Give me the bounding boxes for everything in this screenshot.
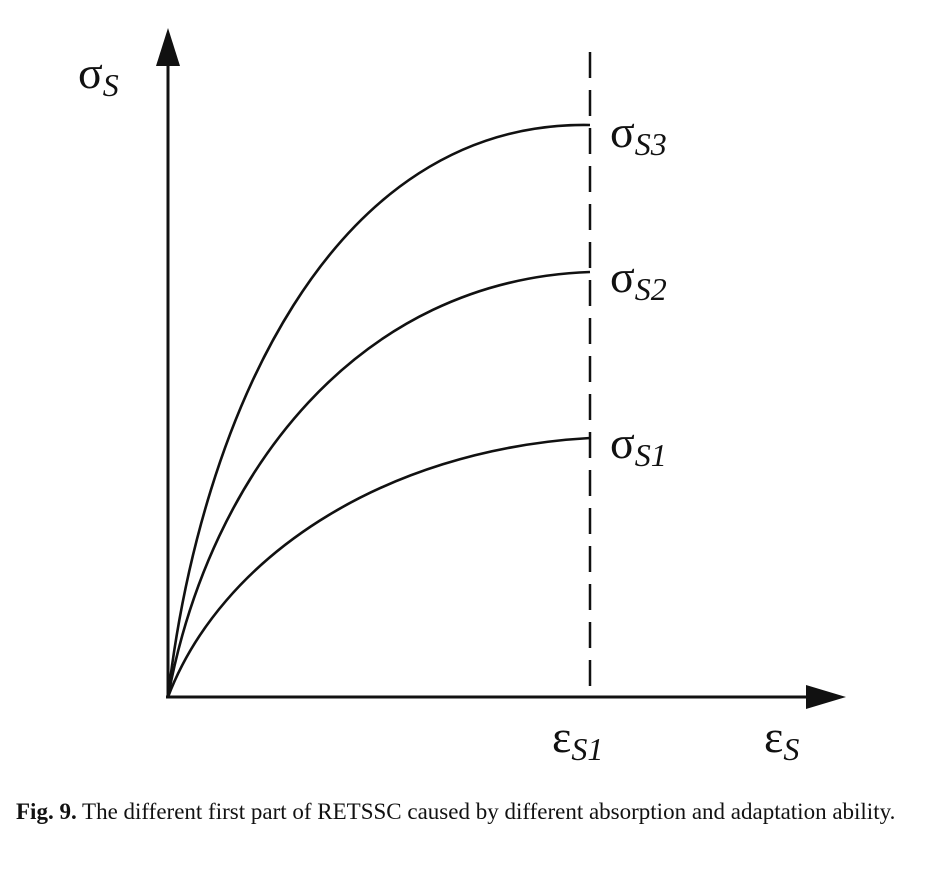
caption-text: The different first part of RETSSC cause… <box>76 799 896 824</box>
curve-label-sigma-s3: σS3 <box>610 106 667 162</box>
y-axis-arrowhead <box>156 28 180 66</box>
curve-sigma-s3 <box>166 123 591 698</box>
figure-caption: Fig. 9. The different first part of RETS… <box>16 796 916 827</box>
stress-strain-diagram: σS σS3 σS2 σS1 εS1 εS <box>78 28 846 767</box>
curve-sigma-s2 <box>166 270 591 698</box>
x-axis-label: εS <box>764 711 799 767</box>
y-axis-label: σS <box>78 47 119 103</box>
curve-label-sigma-s2: σS2 <box>610 251 667 307</box>
figure-label: Fig. 9. <box>16 799 77 824</box>
curve-sigma-s1 <box>166 436 591 698</box>
curve-label-sigma-s1: σS1 <box>610 417 667 473</box>
strain-limit-label: εS1 <box>552 711 603 767</box>
x-axis-arrowhead <box>806 685 846 709</box>
